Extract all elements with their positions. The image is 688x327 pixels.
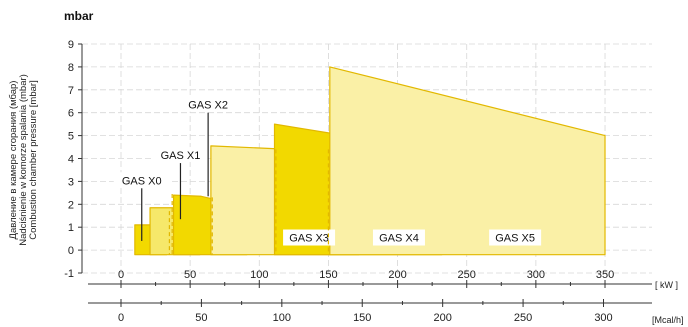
x-tick-label-mcal: 0 bbox=[118, 312, 124, 324]
y-tick-label: -1 bbox=[64, 268, 74, 280]
x-tick-label-kw: 350 bbox=[596, 269, 614, 281]
y-tick-label: 0 bbox=[68, 245, 74, 257]
y-tick-label: 2 bbox=[68, 199, 74, 211]
x-tick-label-kw: 200 bbox=[388, 269, 406, 281]
region-label: GAS X5 bbox=[495, 233, 535, 245]
label-background bbox=[152, 147, 209, 163]
x-axis-unit-mcal: [Mcal/h] bbox=[652, 315, 684, 325]
x-tick-label-mcal: 150 bbox=[353, 312, 371, 324]
y-tick-label: 7 bbox=[68, 85, 74, 97]
label-background bbox=[180, 96, 237, 112]
regions bbox=[134, 66, 606, 256]
x-tick-label-kw: 250 bbox=[458, 269, 476, 281]
y-tick-label: 4 bbox=[68, 154, 74, 166]
overlays: GAS X0 GAS X1 GAS X2 GAS X3 GAS X4 GAS X5 bbox=[113, 96, 542, 255]
region-label: GAS X0 bbox=[122, 175, 162, 187]
label-background bbox=[113, 172, 170, 188]
region-label: GAS X1 bbox=[161, 150, 201, 162]
y-tick-label: 3 bbox=[68, 176, 74, 188]
x-tick-label-kw: 100 bbox=[250, 269, 268, 281]
y-axis-label-line-1: Давление в камере сгорания (мбар) bbox=[8, 81, 19, 240]
region-label: GAS X4 bbox=[379, 233, 419, 245]
label-background bbox=[489, 229, 542, 246]
region-label: GAS X2 bbox=[188, 100, 228, 112]
x-tick-label-mcal: 200 bbox=[433, 312, 451, 324]
region-label: GAS X3 bbox=[289, 233, 329, 245]
x-tick-label-kw: 300 bbox=[527, 269, 545, 281]
label-background bbox=[283, 229, 336, 246]
y-tick-label: 5 bbox=[68, 131, 74, 143]
y-axis-label-line-3: Combustion chamber pressure [mbar] bbox=[28, 80, 39, 239]
y-axis-label: Давление в камере сгорания (мбар) Nadciś… bbox=[8, 74, 39, 246]
x-tick-label-kw: 0 bbox=[118, 269, 124, 281]
y-tick-label: 8 bbox=[68, 62, 74, 74]
label-background bbox=[372, 229, 425, 246]
y-axis-label-line-2: Nadciśnienie w komorze spalania (mbar) bbox=[18, 74, 29, 246]
x-tick-label-kw: 150 bbox=[319, 269, 337, 281]
y-tick-label: 1 bbox=[68, 222, 74, 234]
x-tick-label-mcal: 50 bbox=[195, 312, 207, 324]
x-axis-unit-kw: [ kW ] bbox=[655, 280, 678, 290]
x-tick-label-mcal: 250 bbox=[514, 312, 532, 324]
region-gas-x5 bbox=[329, 66, 606, 256]
y-tick-label: 6 bbox=[68, 108, 74, 120]
x-tick-label-mcal: 300 bbox=[594, 312, 612, 324]
y-tick-label: 9 bbox=[68, 39, 74, 51]
x-tick-label-mcal: 100 bbox=[273, 312, 291, 324]
x-tick-label-kw: 50 bbox=[184, 269, 196, 281]
axes: -1 0 1 2 3 4 5 6 7 8 9 0 50 100 150 200 250 300 350 0 50 100 1… bbox=[64, 39, 652, 324]
chart-title: mbar bbox=[64, 9, 94, 23]
